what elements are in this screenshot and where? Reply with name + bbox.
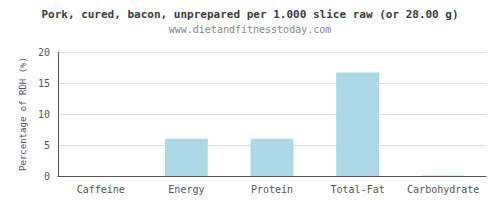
svg-text:Caffeine: Caffeine [77, 184, 125, 195]
svg-text:Percentage of RDH (%): Percentage of RDH (%) [18, 57, 28, 171]
svg-text:Carbohydrate: Carbohydrate [407, 184, 479, 195]
svg-text:Energy: Energy [168, 184, 204, 195]
svg-text:20: 20 [38, 47, 50, 58]
svg-text:Protein: Protein [251, 184, 293, 195]
svg-text:5: 5 [44, 140, 50, 151]
svg-text:Pork, cured, bacon, unprepared: Pork, cured, bacon, unprepared per 1.000… [41, 8, 458, 21]
svg-text:Total-Fat: Total-Fat [331, 184, 385, 195]
svg-text:www.dietandfitnesstoday.com: www.dietandfitnesstoday.com [169, 24, 332, 35]
svg-text:0: 0 [44, 171, 50, 182]
svg-text:10: 10 [38, 109, 50, 120]
svg-text:15: 15 [38, 78, 50, 89]
